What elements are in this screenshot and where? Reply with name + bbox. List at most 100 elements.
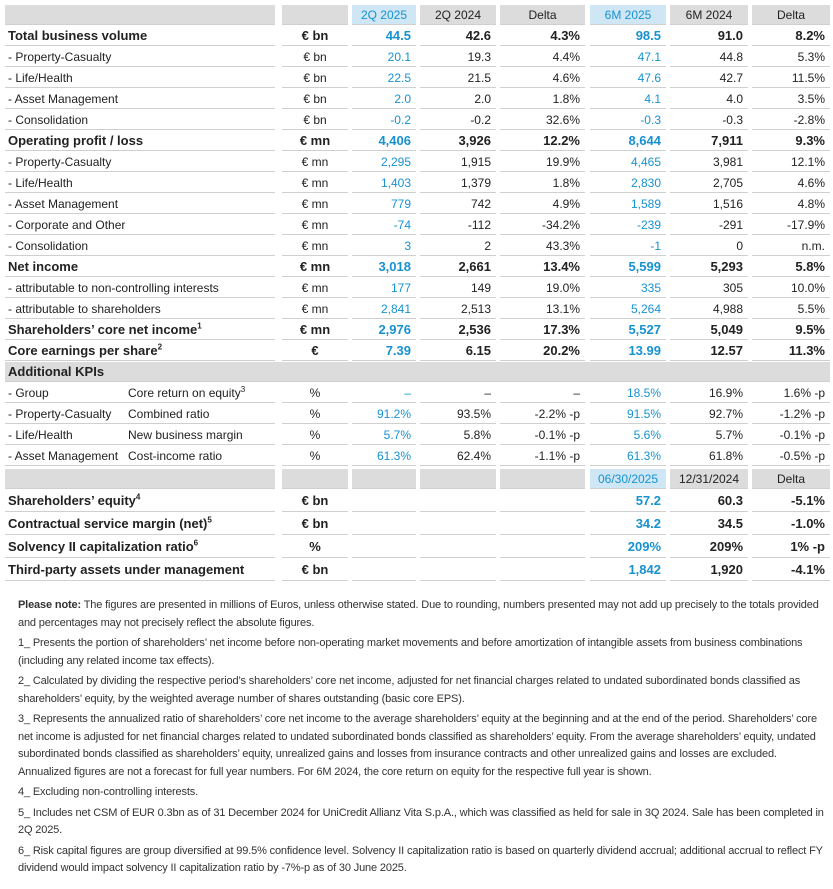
unit: % (282, 425, 348, 445)
value: 3.5% (752, 89, 830, 109)
value: n.m. (752, 236, 830, 256)
value: 42.6 (420, 26, 496, 46)
row-label: Contractual service margin (net) (8, 516, 208, 531)
unit: € bn (282, 110, 348, 130)
footnote-marker: 6_ (18, 844, 30, 857)
row-label: Shareholders’ core net income (8, 322, 198, 337)
value: -0.3 (670, 110, 748, 130)
footnote-marker: 1_ (18, 637, 30, 649)
row-label-cell: Shareholders’ equity4 (5, 490, 275, 512)
table-row: Contractual service margin (net)5 € bn 34.… (0, 513, 833, 536)
value: 44.5 (352, 26, 416, 46)
value: – (500, 383, 585, 403)
empty-cell (352, 559, 416, 581)
footnote-text: Risk capital figures are group diversifi… (18, 844, 823, 875)
empty-cell (420, 536, 496, 558)
row-label-cell: - Life/Health New business margin (5, 425, 275, 445)
value: 4.6% (752, 173, 830, 193)
value: 12.2% (500, 131, 585, 151)
row-label: Net income (8, 259, 79, 274)
empty-cell (352, 536, 416, 558)
value: 2,705 (670, 173, 748, 193)
value: 2.0 (352, 89, 416, 109)
unit: € (282, 341, 348, 361)
table-row: Shareholders’ equity4 € bn 57.2 60.3 -5.1% (0, 490, 833, 513)
row-label-cell: Core earnings per share2 (5, 341, 275, 361)
value: 3,926 (420, 131, 496, 151)
unit: % (282, 404, 348, 424)
header-cell (282, 469, 348, 489)
footnote-marker: 5_ (18, 806, 30, 819)
value: 91.2% (352, 404, 416, 424)
header-cell (5, 469, 275, 489)
row-label-cell: - Asset Management (5, 194, 275, 214)
value: 3,981 (670, 152, 748, 172)
value: 2 (420, 236, 496, 256)
value: 2,513 (420, 299, 496, 319)
value: -2.8% (752, 110, 830, 130)
table-row: - Group Core return on equity3% – – –18.5% 16… (0, 383, 833, 404)
footnote: 2_ Calculated by dividing the respective… (18, 673, 830, 708)
value: -0.2 (420, 110, 496, 130)
footnote-text: Includes net CSM of EUR 0.3bn as of 31 D… (18, 806, 824, 837)
value: -1.2% -p (752, 404, 830, 424)
table-row: Operating profit / loss € mn 4,406 3,926 12.… (0, 131, 833, 152)
value: 42.7 (670, 68, 748, 88)
value: 16.9% (670, 383, 748, 403)
value: 8,644 (590, 131, 666, 151)
value: 2,976 (352, 320, 416, 340)
footnote-text: Excluding non-controlling interests. (32, 786, 199, 798)
metric: Combined ratio (128, 407, 210, 421)
row-label: - Life/Health (8, 176, 73, 190)
footnote-ref: 6 (193, 538, 199, 548)
empty-cell (500, 513, 585, 535)
row-label: - attributable to non-controlling intere… (8, 281, 219, 295)
row-label: - Life/Health (8, 71, 73, 85)
value: 4.9% (500, 194, 585, 214)
value: 19.9% (500, 152, 585, 172)
unit: € mn (282, 236, 348, 256)
value: 209% (670, 536, 748, 558)
value: 19.3 (420, 47, 496, 67)
unit: € mn (282, 173, 348, 193)
row-label-cell: - Property-Casualty (5, 47, 275, 67)
value: -239 (590, 215, 666, 235)
value: 7.39 (352, 341, 416, 361)
value: -0.5% -p (752, 446, 830, 466)
table-row: - Consolidation € mn 3 2 43.3% -1 0 n.m. (0, 236, 833, 257)
footnote: 4_ Excluding non-controlling interests. (18, 784, 830, 802)
value: 4.1 (590, 89, 666, 109)
footnote-ref: 5 (207, 515, 212, 525)
table-row: - Life/Health New business margin% 5.7% 5.8… (0, 425, 833, 446)
column-header: 2Q 2025 (352, 5, 416, 25)
header-row: 2Q 2025 2Q 2024 Delta 6M 2025 6M 2024 Delta (0, 5, 833, 26)
value: 44.8 (670, 47, 748, 67)
value: 4.0 (670, 89, 748, 109)
value: 7,911 (670, 131, 748, 151)
row-label: Solvency II capitalization ratio (8, 539, 194, 554)
row-label: - Group (8, 386, 49, 400)
value: 60.3 (670, 490, 748, 512)
value: 5,264 (590, 299, 666, 319)
row-label-cell: - Asset Management (5, 89, 275, 109)
footnote-text: Represents the annualized ratio of share… (18, 713, 817, 778)
metric: Cost-income ratio (128, 449, 223, 463)
footnote: 6_ Risk capital figures are group divers… (18, 843, 830, 878)
value: 91.0 (670, 26, 748, 46)
value: 209% (590, 536, 666, 558)
footnote-ref: 2 (157, 342, 163, 352)
value: 17.3% (500, 320, 585, 340)
row-label-cell: Third-party assets under management (5, 559, 275, 581)
value: 61.8% (670, 446, 748, 466)
value: 5.5% (752, 299, 830, 319)
please-note: Please note: The figures are presented i… (18, 597, 830, 632)
table-row: - Life/Health € bn 22.5 21.5 4.6% 47.6 42.7 11.… (0, 68, 833, 89)
value: 62.4% (420, 446, 496, 466)
row-label-cell: - attributable to non-controlling intere… (5, 278, 275, 298)
table-row: 06/30/2025 12/31/2024 Delta (0, 469, 833, 490)
row-label-cell: - Life/Health (5, 68, 275, 88)
row-label-cell: Shareholders’ core net income1 (5, 320, 275, 340)
header-cell (5, 5, 275, 25)
value: 5.8% (752, 257, 830, 277)
